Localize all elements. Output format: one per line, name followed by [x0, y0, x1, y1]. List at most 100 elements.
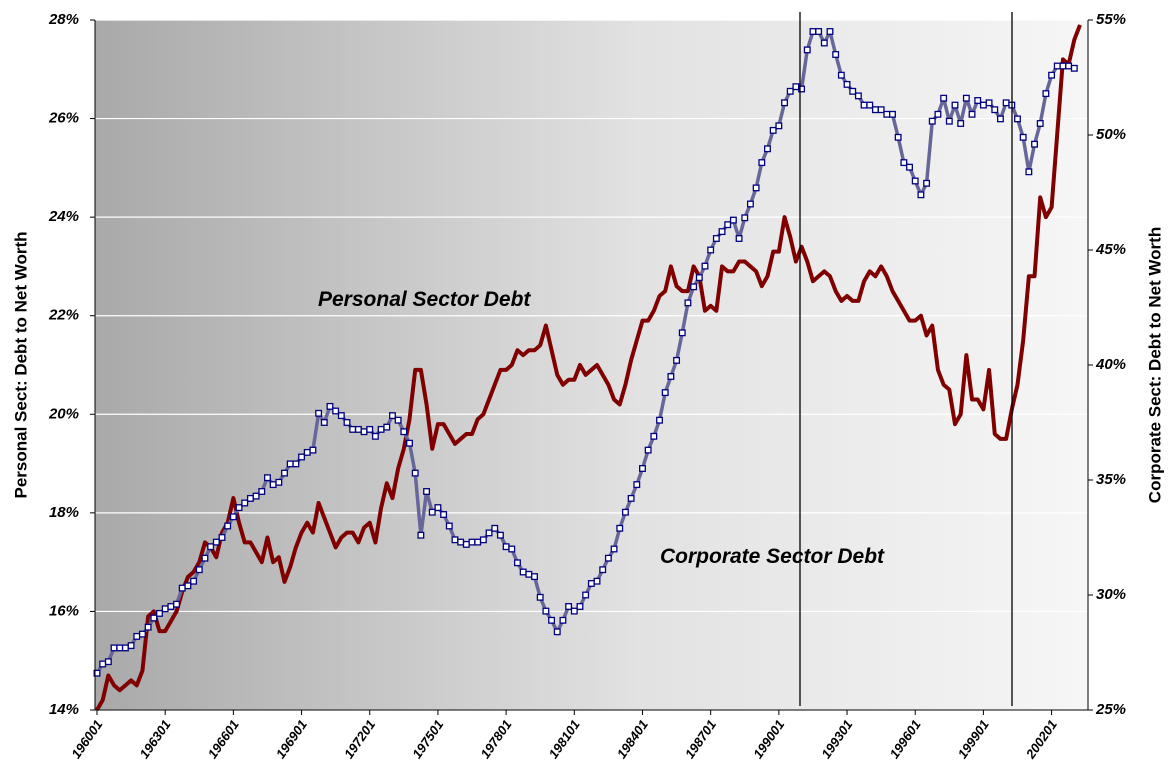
x-tick-label: 199001: [750, 717, 787, 761]
point-marker: [514, 559, 521, 567]
point-marker: [315, 409, 323, 417]
point-marker: [292, 460, 300, 468]
x-tick-label: 200201: [1022, 717, 1060, 762]
point-marker: [570, 607, 578, 615]
point-marker: [1065, 62, 1073, 70]
point-marker: [116, 644, 124, 652]
point-marker: [479, 536, 487, 544]
point-marker: [917, 191, 925, 199]
point-marker: [303, 448, 311, 456]
y2-tick-label: 40%: [1095, 356, 1126, 373]
point-marker: [139, 630, 146, 638]
point-marker: [1059, 62, 1067, 70]
y2-tick-label: 45%: [1095, 241, 1126, 258]
point-marker: [332, 407, 340, 415]
x-tick-label: 196601: [205, 717, 242, 761]
point-marker: [508, 545, 516, 553]
y2-axis-title: Corporate Sect: Debt to Net Worth: [1145, 227, 1164, 503]
point-marker: [616, 524, 624, 532]
point-marker: [343, 419, 351, 426]
point-marker: [423, 488, 431, 495]
point-marker: [883, 110, 891, 118]
point-marker: [820, 39, 828, 47]
point-marker: [201, 554, 209, 562]
point-marker: [900, 159, 908, 167]
point-marker: [246, 494, 254, 502]
point-marker: [974, 97, 982, 104]
point-marker: [349, 425, 357, 433]
y2-tick-label: 25%: [1095, 701, 1126, 718]
y-tick-label: 16%: [49, 602, 79, 619]
point-marker: [411, 469, 419, 477]
x-tick-label: 198101: [546, 717, 583, 761]
point-marker: [1019, 133, 1027, 141]
point-marker: [673, 356, 681, 364]
point-marker: [803, 46, 811, 54]
point-marker: [275, 478, 283, 486]
point-marker: [190, 577, 198, 585]
point-marker: [599, 566, 607, 574]
point-marker: [1053, 62, 1061, 70]
point-marker: [229, 513, 237, 521]
point-marker: [366, 425, 374, 433]
point-marker: [389, 412, 396, 420]
y2-tick-label: 30%: [1096, 586, 1126, 603]
point-marker: [559, 616, 567, 624]
point-marker: [156, 609, 163, 617]
point-marker: [951, 101, 959, 109]
x-tick-label: 197501: [409, 717, 446, 761]
point-marker: [957, 120, 965, 127]
x-tick-label: 197801: [477, 717, 514, 761]
point-marker: [650, 432, 658, 440]
point-marker: [264, 474, 271, 482]
point-marker: [656, 416, 663, 424]
point-marker: [99, 660, 107, 668]
point-marker: [428, 508, 436, 516]
point-marker: [923, 179, 931, 187]
point-marker: [678, 329, 686, 337]
y-axis-title: Personal Sect: Debt to Net Worth: [11, 232, 30, 499]
point-marker: [889, 110, 896, 118]
point-marker: [383, 423, 391, 431]
point-marker: [173, 600, 180, 608]
y-tick-label: 14%: [49, 701, 79, 718]
point-marker: [1042, 90, 1050, 98]
point-marker: [809, 28, 817, 35]
point-marker: [337, 412, 345, 420]
point-marker: [849, 87, 857, 95]
point-marker: [150, 614, 158, 622]
point-marker: [218, 534, 226, 541]
point-marker: [400, 428, 408, 436]
x-tick-label: 198701: [682, 717, 719, 761]
point-marker: [985, 99, 993, 107]
point-marker: [457, 538, 465, 546]
point-marker: [1031, 140, 1038, 148]
point-marker: [627, 494, 635, 502]
point-marker: [735, 235, 743, 242]
point-marker: [621, 508, 629, 516]
point-marker: [354, 425, 362, 433]
point-marker: [269, 481, 277, 489]
point-marker: [184, 582, 192, 590]
point-marker: [320, 419, 328, 426]
point-marker: [252, 492, 260, 500]
point-marker: [764, 145, 771, 153]
y-tick-label: 22%: [48, 307, 79, 324]
x-tick-label: 197201: [341, 717, 378, 761]
point-marker: [207, 543, 215, 551]
point-marker: [1014, 115, 1021, 123]
point-marker: [701, 262, 709, 270]
point-marker: [491, 524, 499, 532]
point-marker: [792, 83, 800, 91]
point-marker: [712, 235, 720, 242]
point-marker: [167, 603, 175, 610]
x-tick-label: 196901: [273, 717, 310, 761]
point-marker: [940, 94, 948, 102]
point-marker: [758, 159, 766, 167]
point-marker: [718, 228, 726, 236]
point-marker: [485, 529, 493, 537]
point-marker: [826, 28, 834, 35]
point-marker: [451, 536, 459, 544]
y-tick-label: 18%: [49, 504, 79, 521]
point-marker: [281, 469, 288, 477]
